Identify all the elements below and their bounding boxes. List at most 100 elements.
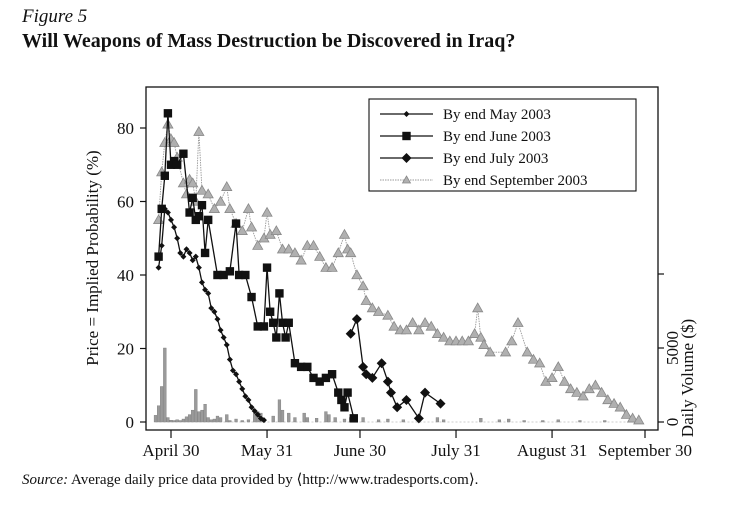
- legend-label: By end September 2003: [443, 173, 588, 189]
- volume-bar: [315, 418, 319, 423]
- data-point: [401, 394, 412, 405]
- data-point: [208, 305, 215, 312]
- data-point: [413, 324, 425, 335]
- volume-bar: [287, 412, 291, 423]
- data-point: [200, 248, 210, 258]
- series-by-end-july-2003: [345, 314, 446, 424]
- data-point: [425, 320, 437, 331]
- source-note: Source: Average daily price data provide…: [22, 470, 478, 489]
- legend-label: By end May 2003: [443, 107, 551, 123]
- data-point: [512, 316, 524, 327]
- data-point: [194, 212, 204, 221]
- volume-bar: [153, 415, 158, 423]
- volume-bar: [234, 418, 238, 423]
- y2-axis-title: Daily Volume ($): [678, 319, 697, 437]
- data-point: [499, 346, 512, 357]
- data-point: [192, 253, 199, 260]
- data-point: [337, 395, 346, 405]
- data-point: [327, 370, 337, 379]
- data-point: [248, 404, 255, 411]
- data-point: [236, 225, 248, 236]
- data-point: [406, 316, 419, 327]
- data-point: [221, 180, 233, 191]
- data-point: [326, 261, 338, 272]
- data-point: [226, 356, 233, 363]
- data-point: [253, 322, 262, 331]
- x-tick-label: May 31: [241, 441, 293, 460]
- volume-bar: [228, 420, 232, 423]
- data-point: [435, 398, 446, 409]
- data-point: [157, 204, 166, 214]
- data-point: [196, 184, 208, 195]
- data-point: [527, 353, 540, 364]
- data-point: [174, 235, 181, 242]
- volume-bar: [435, 417, 440, 423]
- volume-bar: [169, 420, 173, 423]
- volume-bar: [172, 420, 176, 423]
- volume-bar: [215, 415, 220, 423]
- data-point: [219, 270, 228, 280]
- data-point: [385, 387, 396, 398]
- data-point: [478, 339, 490, 349]
- data-point: [351, 269, 363, 280]
- data-point: [195, 264, 202, 271]
- volume-bar: [157, 405, 161, 423]
- data-point: [245, 221, 258, 232]
- source-text: Average daily price data provided by ⟨ht…: [68, 472, 479, 488]
- data-point: [400, 324, 413, 335]
- data-point: [309, 373, 318, 383]
- data-point: [261, 206, 273, 217]
- series-by-end-september-2003: [152, 118, 645, 425]
- data-point: [180, 253, 187, 260]
- data-point: [343, 388, 352, 397]
- data-point: [340, 403, 349, 412]
- data-point: [275, 289, 284, 298]
- data-point: [577, 390, 589, 401]
- data-point: [401, 175, 412, 184]
- volume-bar: [401, 419, 405, 423]
- data-point: [155, 264, 162, 271]
- volume-bar: [212, 418, 216, 423]
- data-point: [152, 214, 165, 225]
- data-point: [376, 358, 387, 369]
- data-point: [251, 407, 258, 414]
- volume-bar: [166, 417, 170, 423]
- data-point: [392, 402, 403, 413]
- legend: By end May 2003 By end June 2003 By end Ju…: [368, 98, 637, 192]
- data-point: [186, 249, 193, 256]
- x-tick-label: September 30: [598, 441, 692, 460]
- data-point: [242, 203, 255, 214]
- y2-tick-label: 0: [663, 418, 682, 427]
- data-point: [614, 401, 626, 412]
- data-point: [171, 224, 178, 231]
- data-point: [315, 377, 324, 386]
- data-point: [620, 408, 633, 419]
- data-point: [420, 387, 431, 398]
- price-series: [152, 109, 645, 425]
- data-point: [223, 341, 230, 348]
- data-point: [224, 203, 236, 214]
- data-point: [203, 215, 213, 225]
- data-point: [558, 375, 571, 386]
- volume-bar: [163, 347, 167, 423]
- volume-bar: [556, 419, 560, 423]
- data-point: [172, 160, 182, 169]
- data-point: [161, 205, 168, 212]
- data-point: [437, 331, 450, 342]
- plot-frame: [145, 86, 659, 431]
- data-point: [334, 388, 343, 397]
- data-point: [197, 200, 207, 210]
- data-point: [372, 305, 385, 316]
- volume-bar: [175, 419, 179, 423]
- data-point: [254, 411, 261, 418]
- data-point: [552, 361, 564, 372]
- data-point: [160, 171, 170, 180]
- data-point: [202, 188, 214, 199]
- data-point: [154, 252, 163, 261]
- data-point: [272, 333, 281, 342]
- data-point: [225, 267, 235, 276]
- volume-bar: [200, 409, 204, 423]
- volume-bar: [191, 409, 195, 423]
- data-point: [608, 397, 620, 408]
- data-point: [472, 302, 484, 313]
